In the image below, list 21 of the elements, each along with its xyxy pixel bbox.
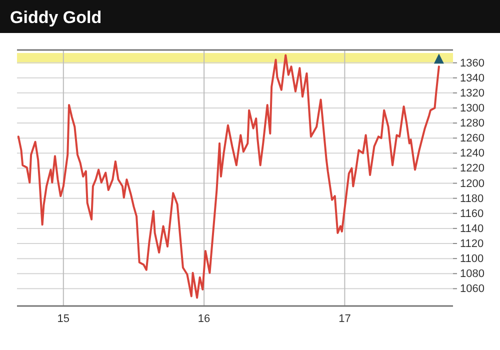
- line-series: [17, 54, 440, 299]
- x-tick-label: 17: [338, 312, 351, 325]
- y-tick-label: 1120: [460, 238, 484, 250]
- y-tick-label: 1200: [460, 178, 484, 190]
- y-tick-label: 1100: [460, 253, 484, 266]
- y-tick-label: 1240: [460, 148, 484, 160]
- y-tick-label: 1180: [460, 192, 484, 205]
- y-tick-label: 1360: [460, 57, 484, 70]
- x-tick-label: 15: [57, 312, 70, 325]
- y-tick-label: 1060: [460, 283, 484, 296]
- y-tick-label: 1220: [460, 162, 484, 175]
- y-tick-label: 1340: [460, 72, 484, 84]
- y-tick-label: 1320: [460, 87, 484, 100]
- y-tick-label: 1160: [460, 208, 484, 220]
- y-tick-label: 1080: [460, 268, 484, 280]
- x-tick-label: 16: [198, 312, 210, 325]
- y-tick-label: 1260: [460, 132, 484, 145]
- y-tick-label: 1300: [460, 102, 484, 114]
- chart-title: Giddy Gold: [10, 8, 102, 27]
- y-tick-label: 1140: [460, 222, 484, 235]
- y-tick-label: 1280: [460, 118, 484, 130]
